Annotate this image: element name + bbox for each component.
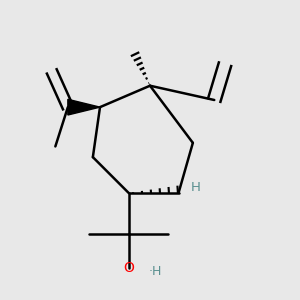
Text: O: O <box>123 261 134 275</box>
Text: H: H <box>191 181 201 194</box>
Text: ·H: ·H <box>148 265 162 278</box>
Polygon shape <box>68 99 100 115</box>
